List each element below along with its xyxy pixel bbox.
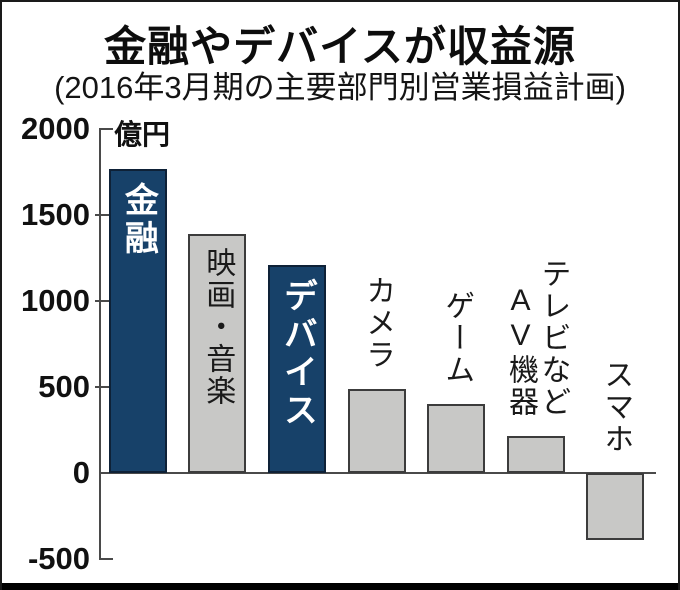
bar-smartphone <box>586 473 644 541</box>
frame-bottom-rule <box>2 583 678 590</box>
y-tick-label: 1500 <box>21 197 90 232</box>
y-tick-label: 500 <box>38 369 90 404</box>
y-tick-mark <box>95 214 111 216</box>
bar-label-devices: デバイス <box>278 277 317 430</box>
bar-label-smartphone: スマホ <box>599 359 633 455</box>
y-tick-label: 2000 <box>21 111 90 146</box>
bar-movies-music <box>188 233 246 473</box>
y-tick-label: 1000 <box>21 283 90 318</box>
bar-games <box>427 404 485 473</box>
zero-baseline <box>100 472 656 474</box>
y-tick-mark <box>100 128 113 130</box>
y-tick-mark <box>95 300 111 302</box>
bar-label-tv-av-equipment: テレビなど AV機器 <box>504 258 570 419</box>
bar-label-finance: 金融 <box>119 181 158 258</box>
chart-title: 金融やデバイスが収益源 <box>104 23 576 70</box>
bar-finance <box>109 168 167 473</box>
y-tick-mark <box>95 386 111 388</box>
y-tick-label: -500 <box>27 541 90 576</box>
bar-label-games: ゲーム <box>440 290 474 387</box>
bar-label-camera: カメラ <box>361 274 395 371</box>
bar-label-movies-music: 映画・音楽 <box>201 246 235 407</box>
bar-devices <box>268 264 326 473</box>
bar-camera <box>348 388 406 473</box>
y-axis-line <box>99 128 101 560</box>
chart-subtitle: (2016年3月期の主要部門別営業損益計画) <box>54 70 626 105</box>
y-axis-unit-label: 億円 <box>114 119 171 150</box>
bar-tv-av-equipment <box>507 436 565 473</box>
y-tick-mark <box>100 558 113 560</box>
y-tick-label: 0 <box>72 455 90 490</box>
